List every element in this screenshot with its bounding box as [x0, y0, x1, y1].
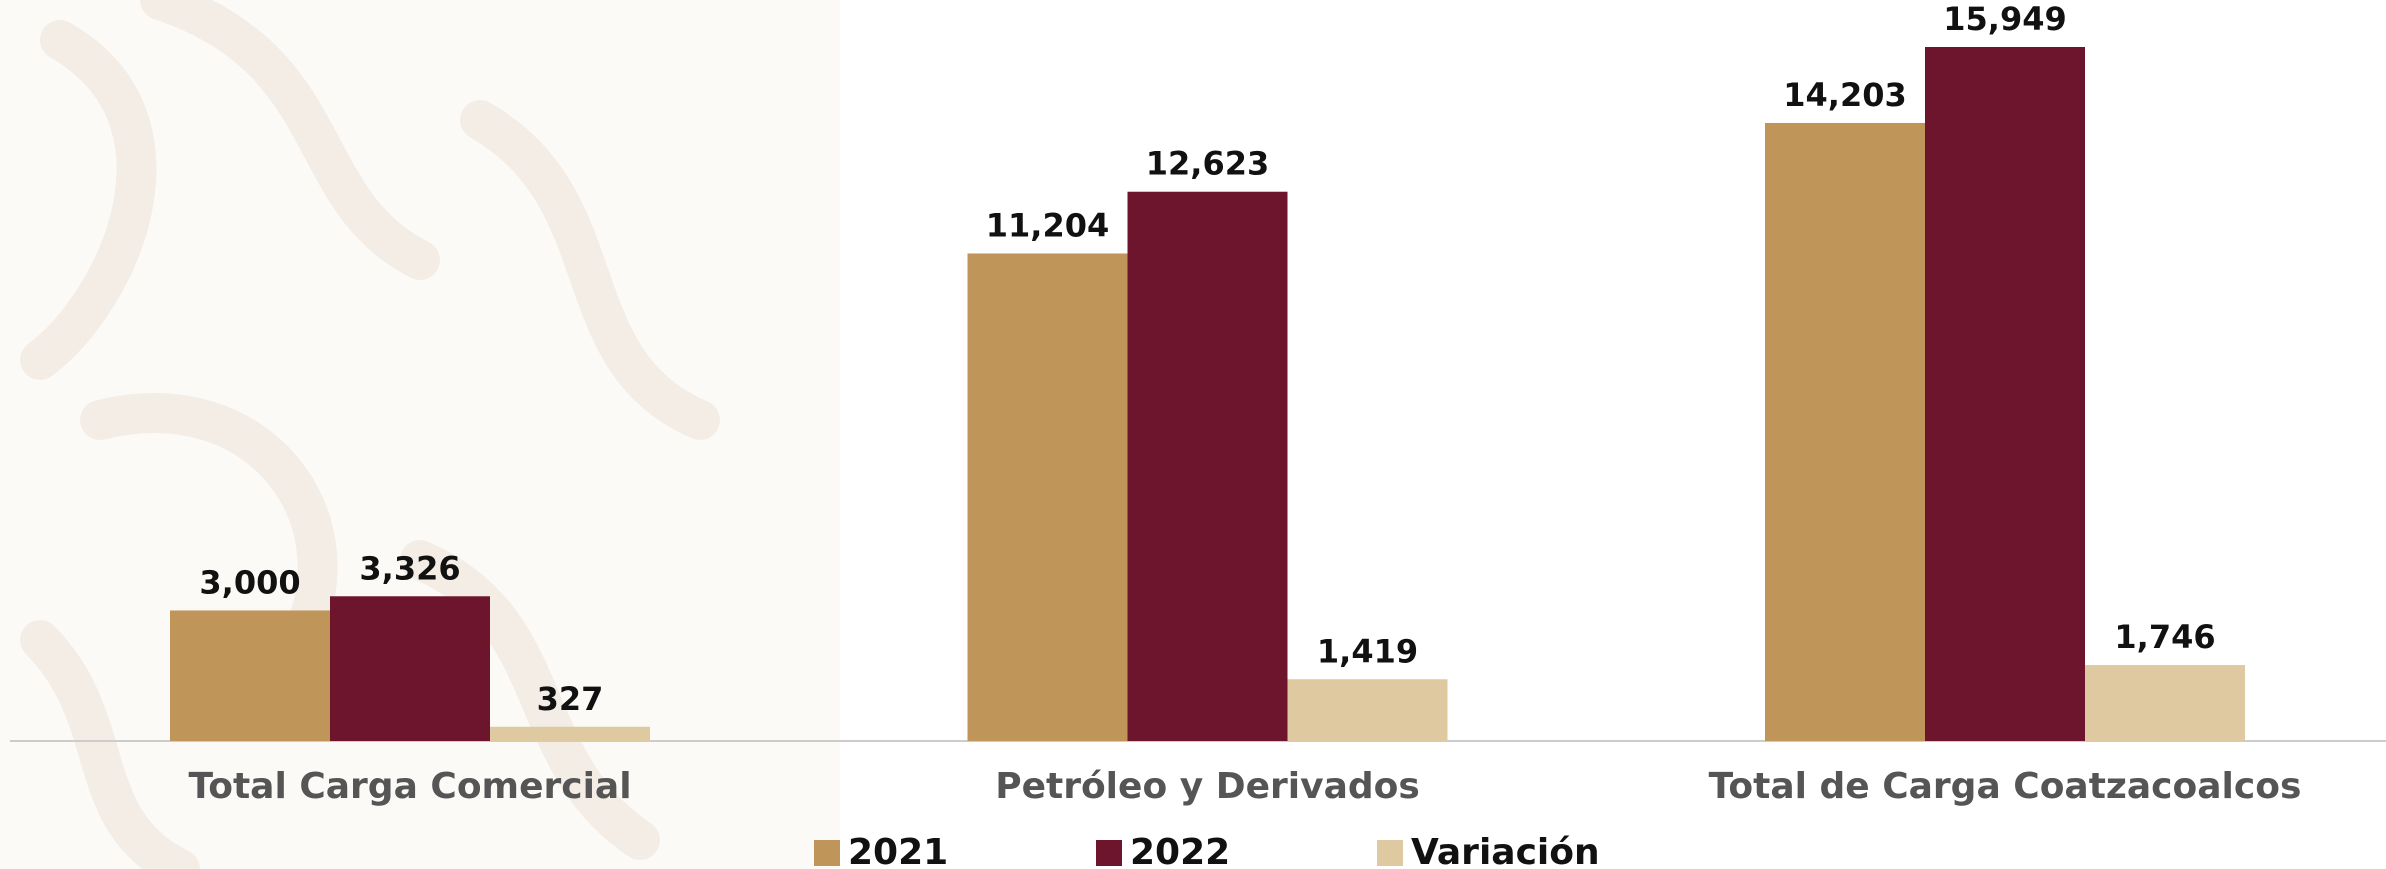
bar — [1127, 191, 1288, 741]
bar — [1765, 122, 1925, 742]
x-tick-label: Petróleo y Derivados — [995, 766, 1420, 807]
legend-label: Variación — [1411, 832, 1600, 869]
data-label: 3,326 — [359, 549, 460, 587]
legend-label: 2022 — [1130, 832, 1230, 869]
data-label: 15,949 — [1943, 0, 2066, 38]
legend-swatch — [814, 840, 840, 866]
legend-label: 2021 — [848, 832, 948, 869]
data-label: 1,746 — [2114, 618, 2215, 656]
data-label: 11,204 — [986, 206, 1109, 244]
bar — [490, 726, 650, 741]
data-label: 14,203 — [1783, 76, 1906, 114]
bar — [1287, 679, 1448, 741]
legend-swatch — [1096, 840, 1122, 866]
x-tick-label: Total de Carga Coatzacoalcos — [1709, 766, 2302, 807]
data-label: 1,419 — [1317, 632, 1418, 670]
bar — [967, 253, 1128, 741]
bar — [170, 610, 330, 741]
data-label: 12,623 — [1146, 145, 1269, 183]
data-label: 3,000 — [199, 563, 300, 601]
legend-swatch — [1377, 840, 1403, 866]
data-label: 327 — [537, 680, 604, 718]
bar — [2085, 665, 2245, 741]
x-tick-label: Total Carga Comercial — [188, 766, 631, 807]
bar — [330, 596, 490, 741]
bar — [1925, 47, 2085, 741]
